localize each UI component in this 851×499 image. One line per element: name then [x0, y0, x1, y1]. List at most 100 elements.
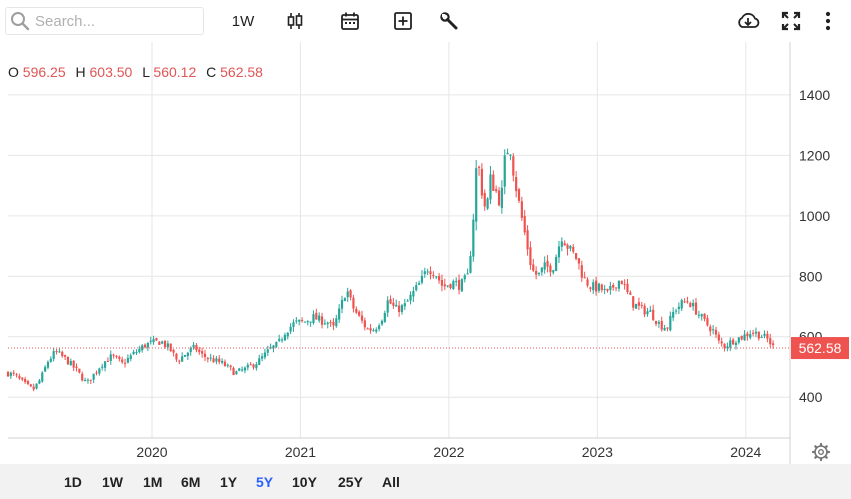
- candle: [769, 333, 772, 348]
- candle: [600, 283, 603, 293]
- range-10y[interactable]: 10Y: [292, 474, 317, 490]
- candle: [366, 327, 369, 330]
- candle: [477, 165, 481, 176]
- candle: [183, 354, 187, 357]
- candle: [163, 339, 167, 350]
- fullscreen-icon[interactable]: [780, 8, 802, 34]
- candle: [743, 330, 746, 341]
- candle: [109, 350, 112, 365]
- candle: [295, 316, 298, 324]
- candle: [378, 323, 381, 332]
- candle: [697, 310, 700, 319]
- candle: [158, 341, 161, 345]
- candle: [149, 336, 152, 345]
- candle: [326, 321, 329, 329]
- candle: [181, 352, 184, 362]
- candle: [429, 266, 432, 280]
- candle: [646, 307, 649, 317]
- candle: [652, 304, 655, 322]
- candle: [61, 350, 64, 358]
- candle: [260, 353, 264, 362]
- candle: [663, 324, 666, 331]
- candle: [669, 311, 672, 332]
- candle: [78, 368, 81, 374]
- candle: [258, 354, 261, 366]
- range-1y[interactable]: 1Y: [220, 474, 238, 490]
- candle: [629, 290, 632, 295]
- candle: [243, 366, 247, 374]
- candle: [178, 359, 181, 365]
- candle: [203, 349, 207, 362]
- candle: [437, 272, 441, 284]
- candle: [560, 237, 563, 252]
- candle: [343, 297, 346, 302]
- candle: [457, 274, 461, 295]
- candle: [614, 287, 618, 292]
- candle: [512, 153, 515, 182]
- candle: [557, 240, 561, 263]
- add-indicator-icon[interactable]: [392, 8, 414, 34]
- candle: [329, 319, 332, 327]
- candle: [677, 302, 680, 315]
- candle: [46, 360, 50, 370]
- candle: [683, 298, 686, 304]
- candle: [594, 276, 598, 296]
- search-input[interactable]: [33, 11, 197, 31]
- candle: [352, 294, 355, 313]
- calendar-icon[interactable]: [339, 8, 361, 34]
- candle: [623, 279, 626, 290]
- candle: [266, 345, 269, 357]
- range-25y[interactable]: 25Y: [338, 474, 363, 490]
- candle: [586, 277, 589, 288]
- candle: [520, 196, 523, 221]
- candle: [446, 285, 449, 288]
- search-box[interactable]: [5, 7, 204, 35]
- candle: [529, 241, 532, 270]
- range-6m[interactable]: 6M: [181, 474, 201, 490]
- candle: [475, 160, 478, 231]
- candle: [506, 148, 509, 155]
- candle: [300, 317, 304, 323]
- candle: [386, 296, 389, 317]
- candle: [172, 349, 175, 357]
- candle: [583, 271, 586, 279]
- candle: [132, 349, 135, 355]
- candle: [723, 343, 726, 352]
- download-icon[interactable]: [736, 8, 760, 34]
- candle: [252, 363, 255, 370]
- candle: [101, 363, 104, 371]
- candle: [298, 319, 301, 326]
- candlestick-icon[interactable]: [284, 8, 306, 34]
- candle: [320, 312, 324, 329]
- candle: [403, 298, 406, 310]
- candle: [406, 298, 409, 302]
- range-all[interactable]: All: [382, 474, 400, 490]
- candle: [141, 344, 144, 353]
- candle: [369, 323, 372, 334]
- candle: [18, 373, 21, 380]
- candle: [694, 297, 698, 316]
- wrench-icon[interactable]: [438, 8, 460, 34]
- high-value: 603.50: [89, 64, 133, 80]
- candle: [89, 379, 92, 384]
- range-5y[interactable]: 5Y: [256, 474, 274, 490]
- candle: [218, 355, 221, 365]
- candle: [49, 356, 52, 363]
- range-1d[interactable]: 1D: [64, 474, 82, 490]
- candle: [654, 320, 658, 327]
- settings-icon[interactable]: [811, 442, 831, 462]
- interval-button[interactable]: 1W: [231, 12, 255, 30]
- candle: [634, 303, 638, 309]
- range-1w[interactable]: 1W: [102, 474, 123, 490]
- candle: [175, 352, 178, 362]
- candle: [29, 383, 32, 388]
- candle: [269, 343, 272, 350]
- range-1m[interactable]: 1M: [143, 474, 163, 490]
- more-icon[interactable]: [820, 8, 836, 34]
- candle: [535, 266, 538, 280]
- candle: [606, 288, 609, 293]
- y-tick-label: 400: [799, 389, 823, 405]
- candle: [389, 295, 392, 305]
- candle: [717, 331, 720, 344]
